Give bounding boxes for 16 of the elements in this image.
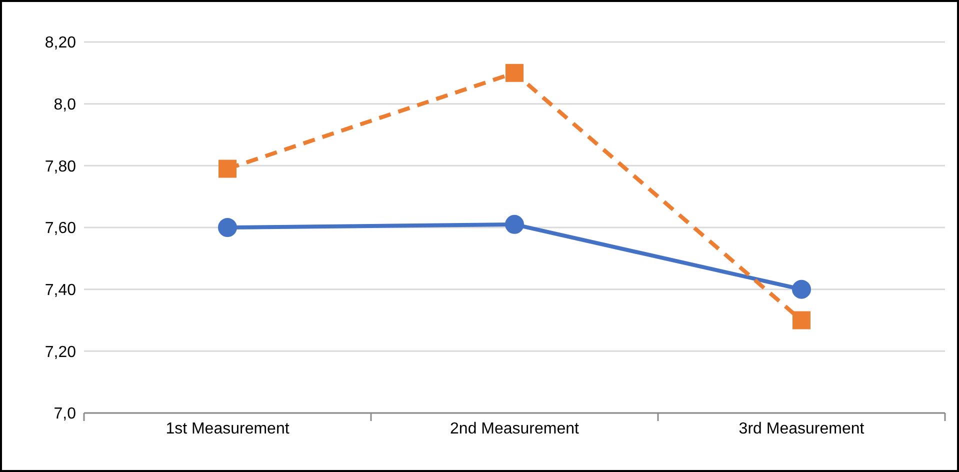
point xyxy=(792,280,811,299)
point xyxy=(218,218,237,237)
y-tick-label: 8,20 xyxy=(44,34,76,52)
x-tick-label: 3rd Measurement xyxy=(738,420,865,438)
x-tick-label: 2nd Measurement xyxy=(450,420,580,438)
y-tick-label: 7,80 xyxy=(44,158,76,176)
y-tick-label: 7,0 xyxy=(54,406,76,423)
point xyxy=(792,311,810,330)
point xyxy=(506,64,524,82)
point xyxy=(505,214,524,234)
y-tick-label: 7,60 xyxy=(44,220,76,238)
y-tick-label: 7,40 xyxy=(44,282,76,300)
point xyxy=(218,160,236,178)
x-tick-label: 1st Measurement xyxy=(166,420,290,438)
y-tick-label: 8,0 xyxy=(54,96,76,114)
y-tick-label: 7,20 xyxy=(44,344,76,361)
